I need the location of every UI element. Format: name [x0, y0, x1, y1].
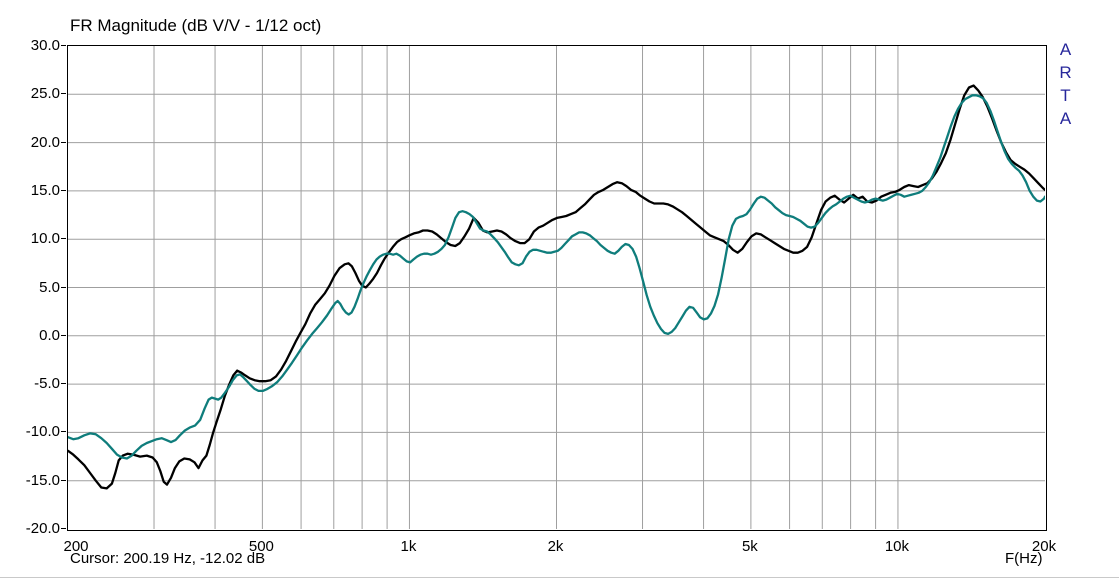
- y-tick-mark: [61, 334, 66, 336]
- fr-magnitude-plot: [68, 46, 1045, 529]
- series-measurement-teal: [68, 94, 1045, 460]
- x-tick-label: 5k: [741, 538, 758, 555]
- y-tick-label: 5.0: [39, 278, 60, 296]
- y-tick-mark: [61, 189, 66, 191]
- plot-area[interactable]: [67, 45, 1047, 531]
- y-tick-label: 0.0: [39, 326, 60, 344]
- frequency-axis-unit-label: F(Hz): [1005, 550, 1043, 567]
- y-tick-label: 20.0: [30, 133, 60, 151]
- y-tick-label: 10.0: [30, 230, 60, 248]
- y-tick-label: 30.0: [30, 37, 60, 54]
- y-tick-label: 15.0: [30, 181, 60, 199]
- y-tick-mark: [61, 528, 66, 529]
- y-tick-label: -10.0: [25, 423, 60, 441]
- y-tick-mark: [61, 286, 66, 288]
- x-tick-label: 1k: [400, 538, 417, 555]
- series-measurement-black: [68, 84, 1045, 490]
- cursor-readout: Cursor: 200.19 Hz, -12.02 dB: [70, 550, 266, 567]
- y-tick-mark: [61, 238, 66, 240]
- x-tick-label: 20k: [1031, 538, 1057, 555]
- y-tick-label: -5.0: [34, 375, 60, 393]
- y-tick-mark: [61, 93, 66, 95]
- y-tick-label: -15.0: [25, 471, 60, 489]
- x-tick-label: 10k: [884, 538, 910, 555]
- y-tick-label: 25.0: [30, 85, 60, 103]
- x-tick-label: 200: [63, 538, 89, 555]
- y-tick-mark: [61, 141, 66, 143]
- x-tick-label: 2k: [547, 538, 564, 555]
- chart-title: FR Magnitude (dB V/V - 1/12 oct): [70, 16, 322, 35]
- y-tick-label: -20.0: [25, 520, 60, 537]
- x-tick-label: 500: [248, 538, 274, 555]
- y-tick-mark: [61, 45, 66, 46]
- y-tick-mark: [61, 431, 66, 433]
- y-tick-mark: [61, 479, 66, 481]
- y-tick-mark: [61, 383, 66, 385]
- status-bar-divider: [0, 577, 1119, 578]
- arta-watermark: ARTA: [1056, 40, 1075, 132]
